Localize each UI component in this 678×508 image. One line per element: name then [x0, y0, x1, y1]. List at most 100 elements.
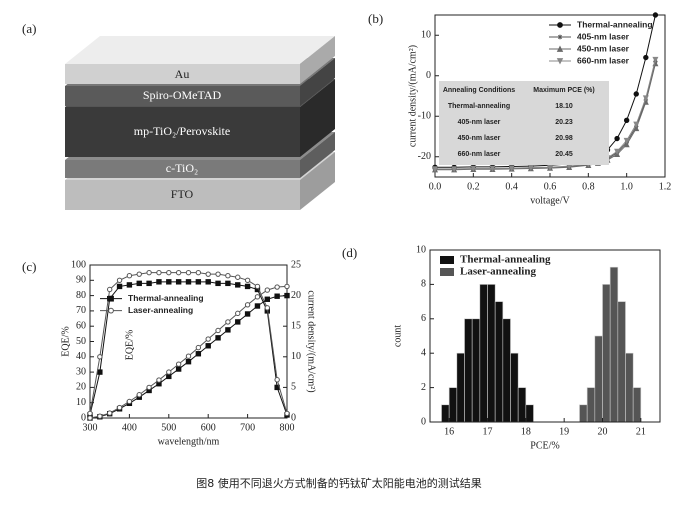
- marker: [623, 117, 630, 124]
- marker: [225, 273, 231, 279]
- marker: [116, 283, 123, 290]
- y2-tick-label: 10: [291, 351, 301, 362]
- marker: [284, 410, 290, 417]
- legend-label: Thermal-annealing: [460, 254, 551, 266]
- annotation: EQE/%: [124, 330, 135, 361]
- hist-bar: [471, 318, 481, 423]
- layer-label: FTO: [171, 187, 194, 201]
- marker: [274, 377, 280, 383]
- marker: [489, 165, 496, 172]
- caption: 图8 使用不同退火方式制备的钙钛矿太阳能电池的测试结果: [196, 476, 482, 490]
- x-axis-label: wavelength/nm: [158, 436, 220, 447]
- marker: [235, 319, 241, 325]
- marker: [175, 366, 182, 372]
- layer-label: Au: [175, 67, 190, 81]
- marker: [185, 269, 192, 276]
- hist-bar: [456, 352, 465, 423]
- marker: [215, 271, 221, 277]
- table-cell: Thermal-annealing: [448, 103, 510, 110]
- y-tick-label: 90: [76, 275, 86, 286]
- marker: [97, 413, 103, 419]
- marker: [642, 95, 649, 102]
- marker: [136, 271, 142, 277]
- marker: [225, 280, 231, 287]
- marker: [652, 12, 659, 18]
- marker: [244, 277, 251, 283]
- marker: [116, 404, 123, 411]
- y-tick-label: 10: [76, 397, 86, 408]
- marker: [195, 344, 202, 351]
- marker: [235, 282, 241, 288]
- device-stack: [65, 36, 335, 210]
- marker: [556, 45, 564, 52]
- y2-tick-label: 20: [291, 290, 301, 301]
- hist-bar: [602, 284, 611, 423]
- hist-bar: [579, 404, 588, 423]
- hist-bar: [609, 266, 619, 423]
- marker: [195, 351, 202, 357]
- y2-axis-label: current density/(mA/cm²): [306, 290, 317, 392]
- hist-bar: [525, 404, 534, 423]
- marker: [274, 284, 280, 290]
- table-bg: [439, 81, 609, 165]
- hist-bar: [487, 284, 496, 423]
- y2-tick-label: 5: [291, 382, 296, 393]
- marker: [195, 279, 202, 285]
- marker: [254, 303, 261, 309]
- y-tick-label: 50: [76, 336, 86, 347]
- marker: [205, 279, 211, 285]
- hist-bar: [510, 352, 519, 423]
- layer-label: mp-TiO₂/Perovskite: [134, 124, 230, 138]
- marker: [557, 22, 563, 28]
- table-cell: 660-nm laser: [458, 151, 501, 158]
- marker: [116, 277, 123, 283]
- hist-bar: [632, 387, 642, 423]
- panel-label: (c): [22, 259, 36, 274]
- hist-bar: [441, 404, 450, 423]
- x-tick-label: 1.2: [659, 181, 672, 192]
- legend-swatch: [440, 268, 454, 276]
- hist-bar: [586, 387, 596, 423]
- marker: [107, 286, 113, 293]
- legend-label: Laser-annealing: [460, 266, 536, 278]
- layer-label: Spiro-OMeTAD: [143, 88, 222, 102]
- hist-bar: [479, 284, 488, 423]
- hist-bar: [494, 301, 504, 423]
- table-cell: 450-nm laser: [458, 135, 501, 142]
- hist-bar: [594, 335, 603, 423]
- marker: [205, 271, 211, 277]
- marker: [244, 283, 251, 290]
- y-tick-label: 10: [416, 244, 426, 255]
- table-cell: 20.98: [555, 135, 573, 142]
- plot-frame: [429, 249, 661, 423]
- legend-label: 450-nm laser: [577, 43, 630, 53]
- legend-label: Thermal-annealing: [128, 293, 204, 303]
- marker: [156, 279, 162, 285]
- x-axis-label: voltage/V: [530, 195, 570, 206]
- y-axis-label: EQE/%: [60, 326, 71, 357]
- x-tick-label: 0.2: [467, 181, 480, 192]
- table-cell: 20.23: [555, 119, 573, 126]
- hist-bar: [625, 352, 634, 423]
- y-tick-label: 0: [421, 416, 426, 427]
- marker: [166, 279, 172, 285]
- marker: [195, 269, 202, 276]
- y-tick-label: -10: [418, 111, 431, 122]
- marker: [546, 164, 554, 171]
- marker: [156, 269, 162, 276]
- marker: [97, 369, 103, 375]
- marker: [614, 135, 620, 142]
- panel-label: (a): [22, 21, 36, 36]
- x-tick-label: 0.6: [544, 181, 557, 192]
- x-tick-label: 300: [83, 422, 98, 433]
- x-tick-label: 500: [161, 422, 176, 433]
- marker: [107, 410, 113, 416]
- layer-label: c-TiO₂: [166, 161, 198, 175]
- marker: [225, 319, 231, 325]
- marker: [470, 165, 477, 172]
- x-tick-label: 600: [201, 422, 216, 433]
- y-tick-label: -20: [418, 151, 431, 162]
- y-axis-label: current density/(mA/cm²): [407, 45, 418, 147]
- hist-bar: [448, 387, 458, 423]
